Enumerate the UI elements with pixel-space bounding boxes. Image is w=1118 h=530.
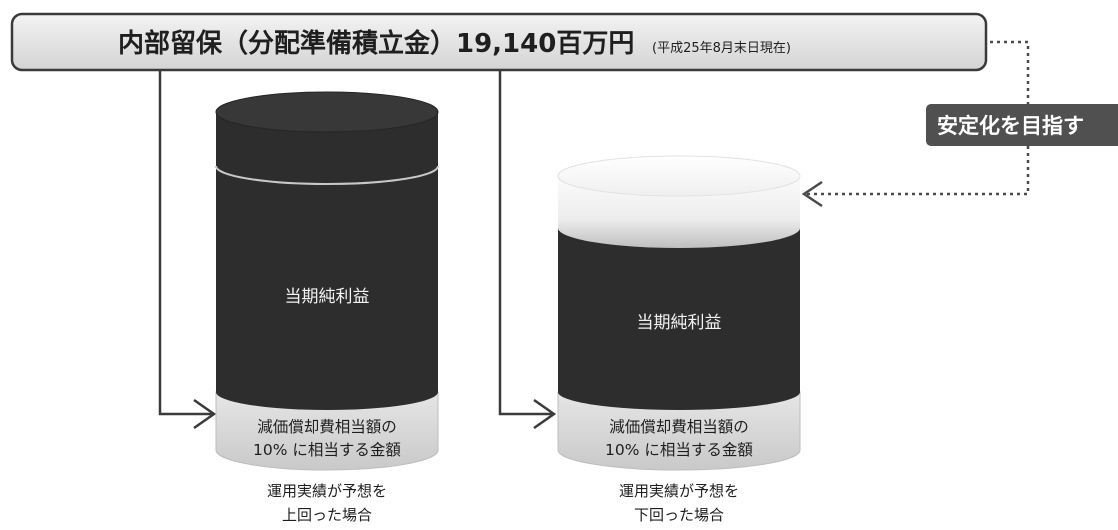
right-caption-line1: 運用実績が予想を [619,482,739,500]
right-connector-line [498,70,552,416]
stabilization-path [806,40,1030,196]
right-empty-segment [558,176,800,248]
left-band-line [215,165,439,185]
dotted-line-upper [990,40,1030,104]
left-connector [158,70,217,430]
dotted-line-lower [806,146,1030,196]
right-caption-line2: 下回った場合 [634,506,724,524]
stabilize-badge: 安定化を目指す [926,104,1118,146]
right-connector [498,70,557,430]
dotted-arrow-icon [801,180,823,208]
left-base-label-line1: 減価償却費相当額の [257,418,397,436]
right-base-label-line1: 減価償却費相当額の [609,418,749,436]
right-profit-segment [558,228,800,410]
badge-label: 安定化を目指す [937,114,1084,138]
right-arrow-icon [533,398,557,430]
left-caption-line2: 上回った場合 [282,506,372,524]
left-caption-line1: 運用実績が予想を [267,482,387,500]
left-connector-line [158,70,212,416]
right-cylinder: 当期純利益 減価償却費相当額の 10% に相当する金額 [557,155,801,471]
right-top-cap [557,155,801,197]
left-base-label-line2: 10% に相当する金額 [253,441,401,459]
right-base-segment [557,391,801,471]
banner-note: (平成25年8月末日現在) [652,41,791,56]
left-profit-label: 当期純利益 [285,287,370,307]
badge-box [926,104,1118,146]
left-profit-segment [216,112,438,410]
reserve-banner: 内部留保（分配準備積立金）19,140百万円 (平成25年8月末日現在) [10,12,988,72]
right-profit-label: 当期純利益 [637,313,722,333]
banner-title: 内部留保（分配準備積立金）19,140百万円 [118,28,634,59]
left-top-cap [215,91,439,133]
right-base-label-line2: 10% に相当する金額 [605,441,753,459]
left-base-segment [215,391,439,471]
left-cylinder: 当期純利益 減価償却費相当額の 10% に相当する金額 [215,91,439,471]
left-arrow-icon [193,398,217,430]
